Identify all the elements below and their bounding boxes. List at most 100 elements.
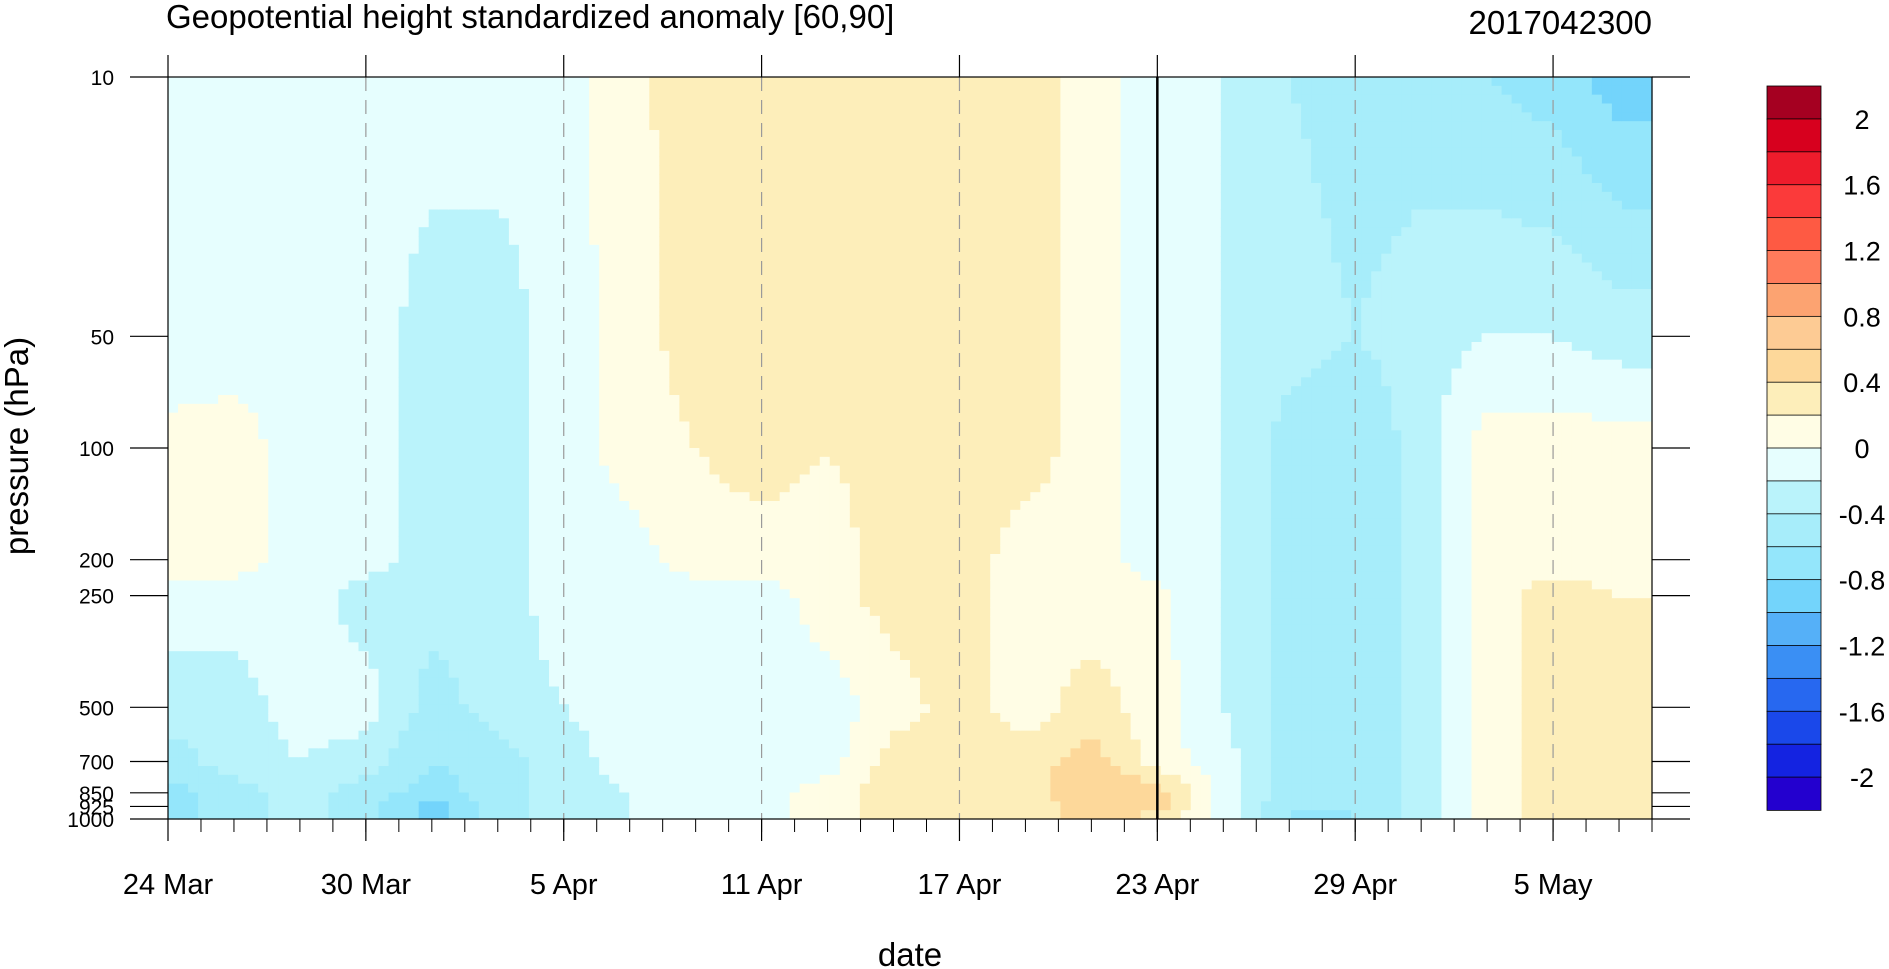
contour-cell — [719, 448, 731, 458]
contour-cell — [448, 395, 460, 405]
contour-cell — [629, 262, 640, 272]
contour-cell — [268, 289, 279, 299]
contour-cell — [418, 368, 430, 378]
contour-cell — [268, 536, 279, 546]
contour-cell — [629, 130, 640, 140]
contour-cell — [549, 94, 560, 105]
contour-cell — [188, 562, 199, 573]
contour-cell — [208, 730, 219, 741]
contour-cell — [208, 474, 219, 484]
contour-cell — [408, 94, 420, 105]
contour-cell — [669, 244, 680, 255]
contour-cell — [398, 774, 410, 785]
contour-cell — [368, 377, 380, 387]
contour-cell — [308, 315, 320, 325]
contour-cell — [659, 421, 670, 431]
contour-cell — [288, 130, 299, 140]
contour-cell — [188, 85, 199, 96]
contour-cell — [468, 562, 480, 573]
contour-cell — [478, 571, 490, 582]
contour-cell — [589, 315, 600, 325]
contour-cell — [168, 77, 179, 87]
contour-cell — [228, 333, 239, 343]
contour-cell — [528, 85, 540, 96]
contour-cell — [238, 236, 249, 246]
contour-cell — [228, 456, 239, 467]
contour-cell — [218, 774, 229, 785]
contour-cell — [438, 686, 450, 696]
contour-cell — [168, 350, 179, 361]
contour-cell — [649, 147, 660, 158]
contour-cell — [549, 377, 560, 387]
contour-cell — [458, 333, 470, 343]
contour-cell — [258, 430, 269, 440]
contour-cell — [759, 403, 771, 414]
contour-cell — [338, 704, 350, 714]
contour-cell — [619, 483, 630, 493]
contour-cell — [318, 359, 330, 370]
contour-cell — [729, 501, 741, 511]
contour-cell — [478, 766, 490, 776]
contour-cell — [438, 138, 450, 149]
contour-cell — [308, 377, 320, 387]
contour-cell — [749, 386, 761, 396]
contour-cell — [699, 651, 711, 661]
contour-cell — [709, 774, 721, 785]
contour-cell — [188, 686, 199, 696]
contour-cell — [759, 359, 771, 370]
contour-cell — [208, 660, 219, 670]
contour-cell — [689, 536, 701, 546]
contour-cell — [719, 492, 731, 502]
contour-cell — [739, 103, 751, 113]
contour-cell — [198, 112, 209, 122]
contour-cell — [639, 483, 650, 493]
contour-cell — [559, 713, 570, 723]
contour-cell — [539, 536, 550, 546]
contour-cell — [498, 562, 510, 573]
contour-cell — [549, 439, 560, 449]
contour-cell — [288, 191, 299, 202]
contour-cell — [358, 792, 370, 802]
contour-cell — [398, 306, 410, 317]
contour-cell — [478, 704, 490, 714]
contour-cell — [208, 695, 219, 705]
contour-cell — [639, 792, 650, 802]
contour-cell — [478, 695, 490, 705]
contour-cell — [198, 271, 209, 281]
contour-cell — [549, 651, 560, 661]
contour-cell — [669, 191, 680, 202]
contour-cell — [619, 218, 630, 228]
contour-cell — [729, 103, 741, 113]
contour-cell — [749, 633, 761, 643]
contour-cell — [198, 174, 209, 184]
contour-cell — [198, 580, 209, 590]
contour-cell — [679, 218, 691, 228]
contour-cell — [649, 686, 660, 696]
contour-cell — [438, 218, 450, 228]
contour-cell — [278, 474, 289, 484]
contour-cell — [228, 766, 239, 776]
contour-cell — [428, 439, 440, 449]
contour-cell — [458, 121, 470, 131]
contour-cell — [188, 810, 199, 820]
contour-cell — [589, 350, 600, 361]
contour-cell — [398, 536, 410, 546]
contour-cell — [488, 774, 500, 785]
contour-cell — [508, 112, 520, 122]
contour-cell — [258, 589, 269, 599]
contour-cell — [178, 562, 189, 573]
contour-cell — [308, 183, 320, 193]
contour-cell — [709, 686, 721, 696]
contour-cell — [629, 147, 640, 158]
contour-cell — [719, 483, 731, 493]
contour-cell — [378, 801, 390, 811]
contour-cell — [188, 757, 199, 767]
contour-cell — [318, 518, 330, 529]
contour-cell — [589, 810, 600, 820]
contour-cell — [178, 730, 189, 741]
contour-cell — [569, 642, 580, 652]
contour-cell — [268, 624, 279, 635]
contour-cell — [609, 342, 620, 352]
contour-cell — [178, 236, 189, 246]
contour-cell — [288, 642, 299, 652]
